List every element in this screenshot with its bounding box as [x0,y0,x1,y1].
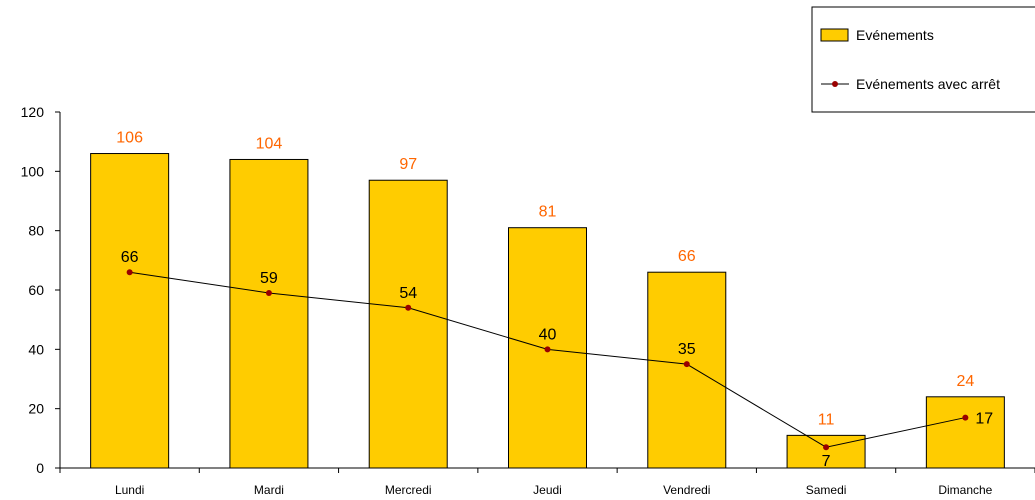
x-tick-label: Mardi [254,483,284,497]
bar-data-label: 104 [256,135,283,152]
line-data-label: 59 [260,270,278,287]
line-point [962,414,969,421]
axes: 0 20 40 60 80 100 120 Lundi Mardi Mercredi Jeudi Ve… [21,104,1035,497]
line-data-label: 35 [678,341,696,358]
bar [368,179,448,469]
legend-bar-swatch [820,28,849,42]
legend-box [811,6,1035,113]
y-tick-label: 0 [36,460,44,476]
bar [90,153,170,469]
bars [90,153,1005,469]
bar-labels: 106 104 97 81 66 11 24 [116,130,974,429]
line-labels: 66 59 54 40 35 7 17 [121,249,994,470]
line-data-label: 66 [121,249,139,266]
line-series [126,269,969,451]
y-tick-label: 100 [21,163,45,179]
y-tick-label: 60 [28,282,44,298]
bar [786,434,866,469]
bar-data-label: 24 [956,373,974,390]
x-tick-label: Vendredi [663,483,710,497]
line-point [683,361,690,368]
x-tick-label: Dimanche [938,483,992,497]
y-tick-label: 20 [28,401,44,417]
bar-data-label: 81 [539,204,557,221]
line-data-label: 40 [539,326,557,343]
line-point [126,269,133,276]
x-tick-label: Samedi [806,483,847,497]
line-point [823,444,830,451]
legend-line-marker [832,81,838,87]
line-data-label: 7 [822,453,831,470]
x-tick-label: Lundi [115,483,144,497]
x-tick-label: Mercredi [385,483,432,497]
legend-line-label: Evénements avec arrêt [856,76,1000,92]
bar [229,158,309,469]
y-tick-label: 120 [21,104,45,120]
line-point [265,289,272,296]
legend-bar-label: Evénements [856,27,934,43]
bar-data-label: 97 [399,156,417,173]
bar-data-label: 66 [678,248,696,265]
line-data-label: 54 [399,285,417,302]
line-point [405,304,412,311]
bar [925,396,1005,469]
line-point [544,346,551,353]
x-tick-label: Jeudi [533,483,562,497]
line-data-label: 17 [975,411,993,428]
bar [647,271,727,469]
legend: Evénements Evénements avec arrêt [811,6,1035,113]
bar-data-label: 106 [116,130,143,147]
y-tick-label: 40 [28,341,44,357]
y-tick-label: 80 [28,223,44,239]
bar-data-label: 11 [818,411,835,428]
